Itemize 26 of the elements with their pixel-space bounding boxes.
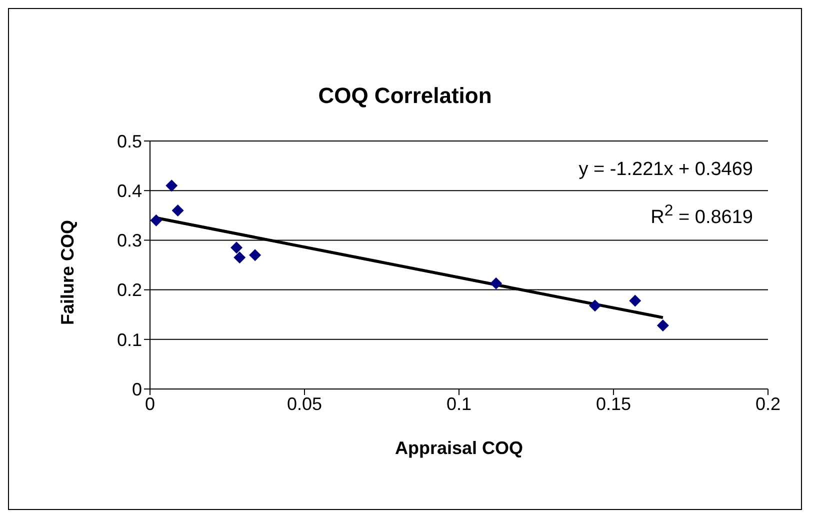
point: [656, 320, 669, 332]
point: [172, 204, 184, 216]
point: [629, 294, 642, 307]
y-tick-label: 0: [132, 379, 142, 400]
y-tick-label: 0.5: [116, 131, 142, 152]
y-tick-label: 0.3: [116, 230, 142, 251]
y-tick-label: 0.2: [116, 280, 142, 300]
annotation: y = -1.221x + 0.3469: [578, 159, 753, 180]
point: [249, 249, 262, 262]
x-tick-label: 0.05: [286, 394, 322, 414]
y-tick-label: 0.4: [116, 180, 142, 201]
point: [230, 242, 243, 254]
point: [490, 277, 502, 290]
point: [234, 252, 246, 264]
point: [166, 180, 178, 192]
chart-title: COQ Correlation: [317, 83, 493, 109]
point: [588, 300, 601, 312]
annotation: R$^{2}$ = 0.8619: [650, 203, 753, 228]
x-axis-title: Appraisal COQ: [394, 438, 524, 458]
y-axis-title: Failure COQ: [57, 220, 78, 325]
y-tick-label: 0.1: [116, 330, 142, 350]
x-tick-label: 0.15: [596, 394, 632, 414]
point: [150, 214, 162, 226]
x-tick-label: 0.2: [755, 394, 781, 414]
x-tick-label: 0.1: [446, 394, 472, 414]
x-tick-label: 0: [144, 394, 156, 414]
